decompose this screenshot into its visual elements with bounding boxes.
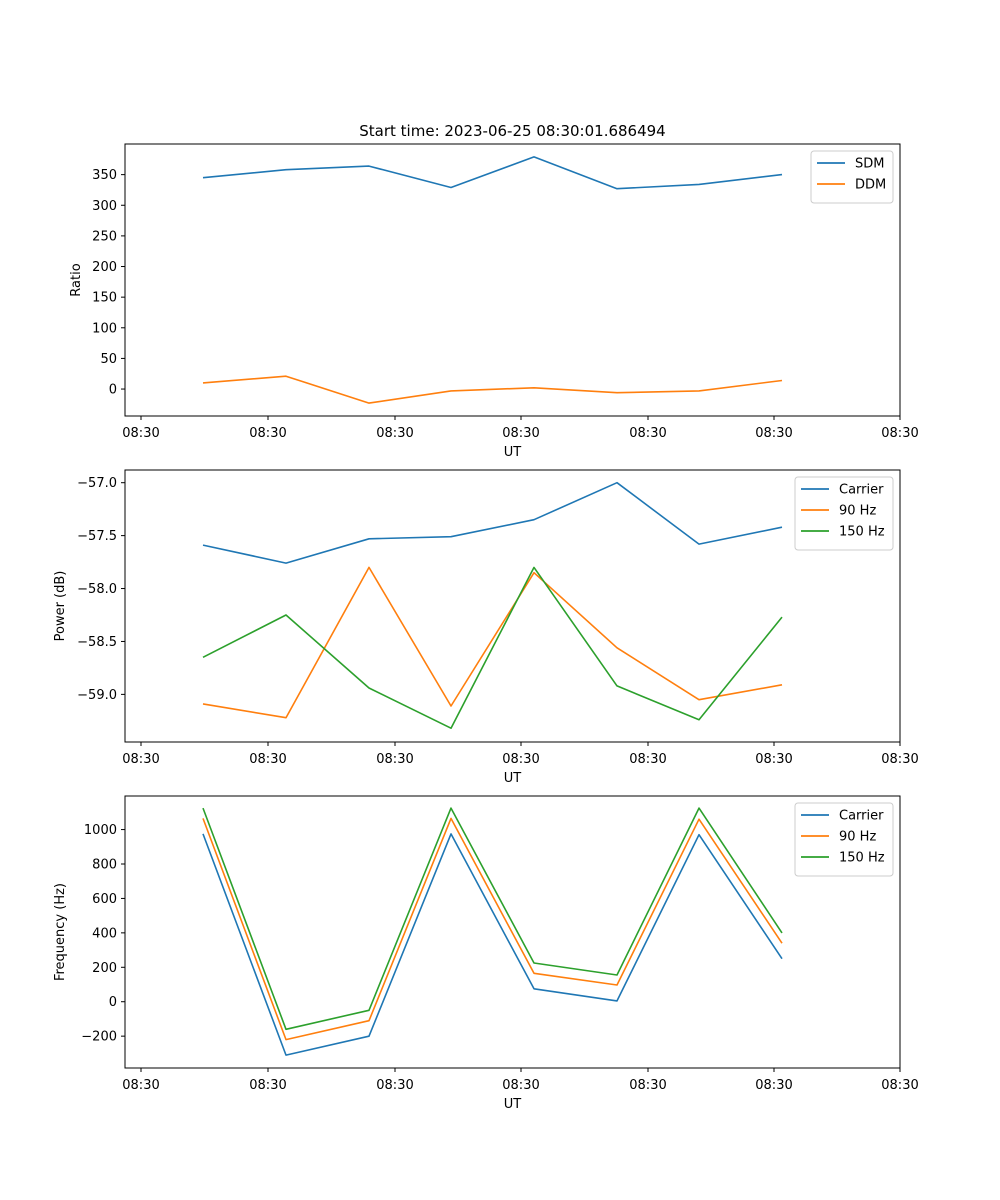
axes-frame [124, 143, 901, 417]
x-tick-label: 08:30 [881, 1078, 918, 1093]
x-tick-label: 08:30 [629, 426, 666, 441]
x-tick-label: 08:30 [502, 426, 539, 441]
series-line-carrier [202, 481, 783, 564]
x-axis-label: UT [504, 1097, 522, 1112]
legend-label: 150 Hz [839, 525, 885, 540]
legend-label: 90 Hz [839, 830, 876, 845]
y-tick-label: −58.5 [77, 635, 117, 650]
y-tick-label: 150 [92, 291, 117, 306]
y-tick-label: 1000 [84, 823, 117, 838]
series-line-sdm [202, 156, 783, 190]
y-axis-label: Power (dB) [53, 571, 68, 642]
figure-title: Start time: 2023-06-25 08:30:01.686494 [359, 122, 665, 140]
x-tick-label: 08:30 [502, 752, 539, 767]
y-tick-label: 0 [109, 995, 117, 1010]
legend-label: 150 Hz [839, 851, 885, 866]
legend: SDM DDM [810, 150, 894, 204]
legend-label: DDM [855, 178, 886, 193]
y-tick-label: −57.0 [77, 476, 117, 491]
y-tick-label: 300 [92, 199, 117, 214]
y-tick-label: −57.5 [77, 529, 117, 544]
chart-panel-3: 08:30 08:30 08:30 08:30 08:30 08:30 08:30 −200 0… [53, 795, 919, 1112]
y-tick-label: −58.0 [77, 582, 117, 597]
x-tick-label: 08:30 [122, 752, 159, 767]
y-tick-label: 50 [100, 352, 117, 367]
y-tick-label: 400 [92, 926, 117, 941]
y-tick-label: 600 [92, 892, 117, 907]
y-tick-label: 200 [92, 260, 117, 275]
x-tick-label: 08:30 [881, 752, 918, 767]
legend-label: Carrier [839, 809, 884, 824]
series-line-150-hz [202, 566, 783, 730]
x-tick-label: 08:30 [629, 1078, 666, 1093]
legend-label: SDM [855, 157, 884, 172]
y-axis-label: Frequency (Hz) [53, 883, 68, 981]
x-tick-label: 08:30 [376, 426, 413, 441]
x-tick-label: 08:30 [122, 1078, 159, 1093]
chart-panel-1: 08:30 08:30 08:30 08:30 08:30 08:30 08:30 0 50 10… [69, 143, 919, 460]
legend: Carrier 90 Hz 150 Hz [794, 802, 894, 877]
axes-frame [124, 469, 901, 743]
legend-label: 90 Hz [839, 504, 876, 519]
y-tick-label: −200 [81, 1030, 117, 1045]
x-tick-label: 08:30 [755, 752, 792, 767]
x-axis-label: UT [504, 771, 522, 786]
y-tick-label: 800 [92, 858, 117, 873]
x-tick-label: 08:30 [881, 426, 918, 441]
series-line-carrier [202, 833, 783, 1056]
y-tick-label: 0 [109, 383, 117, 398]
series-line-90-hz [202, 817, 783, 1041]
y-tick-label: 200 [92, 961, 117, 976]
chart-panel-2: 08:30 08:30 08:30 08:30 08:30 08:30 08:30 −59.0… [53, 469, 919, 786]
series-line-ddm [202, 375, 783, 404]
legend-label: Carrier [839, 483, 884, 498]
x-axis-label: UT [504, 445, 522, 460]
series-line-150-hz [202, 807, 783, 1031]
x-tick-label: 08:30 [249, 426, 286, 441]
x-tick-label: 08:30 [376, 1078, 413, 1093]
y-tick-label: 350 [92, 168, 117, 183]
x-tick-label: 08:30 [122, 426, 159, 441]
x-tick-label: 08:30 [629, 752, 666, 767]
y-tick-label: −59.0 [77, 688, 117, 703]
y-axis-label: Ratio [69, 263, 84, 296]
x-tick-label: 08:30 [376, 752, 413, 767]
y-tick-label: 250 [92, 229, 117, 244]
x-tick-label: 08:30 [755, 426, 792, 441]
x-tick-label: 08:30 [502, 1078, 539, 1093]
legend-frame [810, 150, 894, 204]
x-tick-label: 08:30 [249, 1078, 286, 1093]
legend: Carrier 90 Hz 150 Hz [794, 476, 894, 551]
x-tick-label: 08:30 [249, 752, 286, 767]
x-tick-label: 08:30 [755, 1078, 792, 1093]
series-line-90-hz [202, 566, 783, 719]
y-tick-label: 100 [92, 321, 117, 336]
axes-frame [124, 795, 901, 1069]
